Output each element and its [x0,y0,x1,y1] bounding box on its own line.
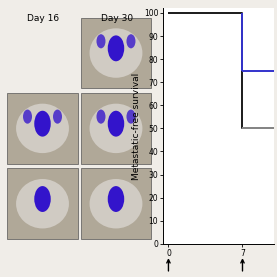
Ellipse shape [89,179,142,229]
Ellipse shape [16,179,69,229]
Text: Day 16: Day 16 [27,14,59,23]
Circle shape [34,186,51,212]
Circle shape [127,109,135,124]
Text: Day 30: Day 30 [101,14,133,23]
FancyBboxPatch shape [7,168,78,239]
Circle shape [53,109,62,124]
Y-axis label: Metastatic-free survival: Metastatic-free survival [132,72,141,180]
Circle shape [127,34,135,48]
FancyBboxPatch shape [7,93,78,164]
Ellipse shape [16,104,69,153]
Circle shape [96,109,106,124]
Ellipse shape [89,104,142,153]
Circle shape [34,111,51,137]
FancyBboxPatch shape [81,18,151,88]
FancyBboxPatch shape [81,93,151,164]
Ellipse shape [89,28,142,78]
Circle shape [23,109,32,124]
Circle shape [108,35,124,61]
Circle shape [108,186,124,212]
FancyBboxPatch shape [81,168,151,239]
Circle shape [96,34,106,48]
Circle shape [108,111,124,137]
